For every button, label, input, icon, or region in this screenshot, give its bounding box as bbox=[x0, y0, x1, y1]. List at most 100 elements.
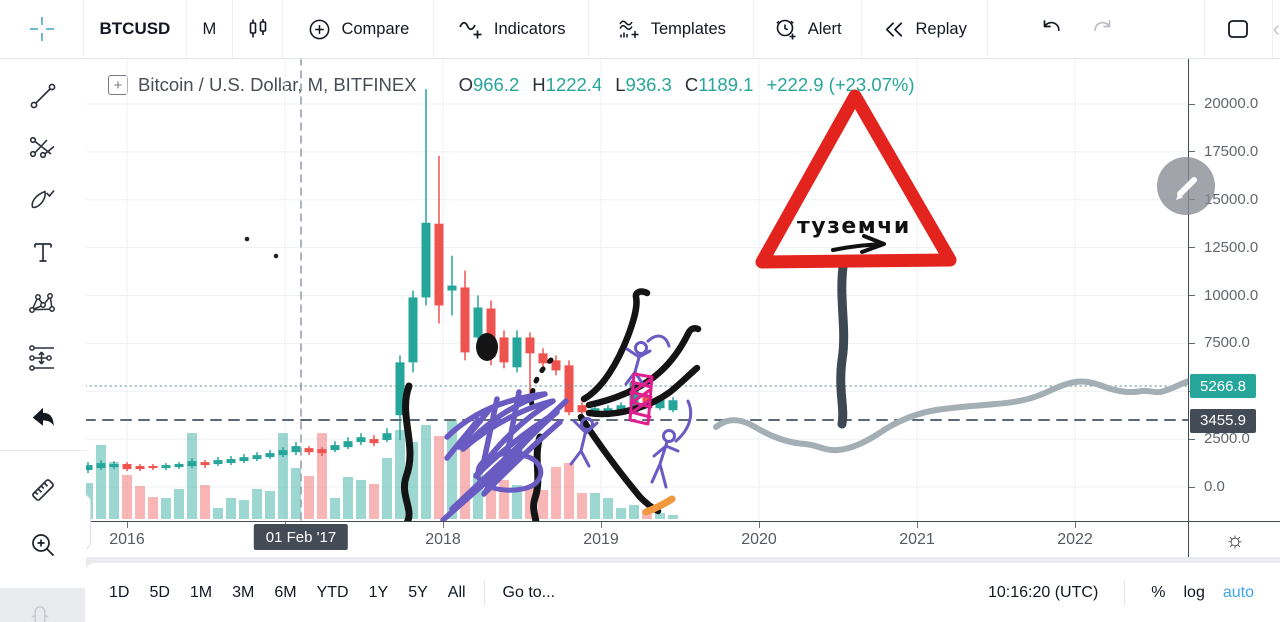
arrow-back-icon bbox=[32, 407, 54, 426]
alert-clock-icon bbox=[775, 19, 796, 40]
symbol-button[interactable]: BTCUSD bbox=[84, 0, 187, 58]
price-tick-label: 7500.0 bbox=[1204, 334, 1250, 352]
templates-wave-icon bbox=[619, 20, 639, 38]
alert-button[interactable]: Alert bbox=[753, 0, 862, 58]
close-value: 1189.1 bbox=[698, 74, 754, 95]
price-tick-label: 0.0 bbox=[1204, 478, 1225, 495]
low-value: 936.3 bbox=[625, 74, 672, 95]
magnet-tool-button[interactable] bbox=[22, 602, 58, 622]
time-axis[interactable]: 2016 2018 2019 2020 2021 2022 01 Feb '17 bbox=[85, 521, 1188, 557]
templates-label: Templates bbox=[650, 19, 726, 38]
time-tick-label: 2016 bbox=[109, 531, 145, 548]
compare-label: Compare bbox=[341, 19, 410, 38]
replay-button[interactable]: Replay bbox=[861, 0, 988, 58]
range-button-5y[interactable]: 5Y bbox=[398, 578, 438, 608]
layout-square-icon bbox=[1228, 20, 1249, 38]
crosshair-date-badge: 01 Feb '17 bbox=[253, 524, 349, 550]
price-tick-mark bbox=[1189, 295, 1195, 296]
time-tick-label: 2018 bbox=[425, 531, 461, 548]
chart-panel bbox=[85, 58, 1280, 556]
sun-settings-icon: ☼ bbox=[1224, 526, 1246, 552]
chart-style-button[interactable] bbox=[233, 0, 284, 58]
crosshair-tool-button[interactable] bbox=[0, 0, 85, 58]
price-tick-mark bbox=[1189, 342, 1195, 344]
interval-button[interactable]: M bbox=[186, 0, 234, 58]
chart-canvas[interactable]: туземчи bbox=[85, 58, 1188, 522]
brush-icon bbox=[31, 189, 55, 209]
compare-button[interactable]: Compare bbox=[283, 0, 435, 58]
range-button-1d[interactable]: 1D bbox=[99, 578, 139, 608]
templates-button[interactable]: Templates bbox=[589, 0, 754, 58]
price-tick-mark bbox=[1189, 438, 1195, 440]
range-button-ytd[interactable]: YTD bbox=[307, 578, 359, 608]
replay-rewind-icon bbox=[885, 21, 902, 37]
trend-line-tool-button[interactable] bbox=[0, 74, 86, 118]
xabcd-pattern-icon bbox=[29, 293, 55, 313]
compare-plus-icon bbox=[310, 19, 330, 39]
undo-button[interactable] bbox=[1040, 16, 1064, 43]
chart-legend: + Bitcoin / U.S. Dollar, M, BITFINEX O96… bbox=[108, 72, 915, 98]
range-button-6m[interactable]: 6M bbox=[264, 578, 306, 608]
price-tick-label: 10000.0 bbox=[1204, 286, 1259, 304]
bottom-toolbar: 1D 5D 1M 3M 6M YTD 1Y 5Y All Go to... 10:16:20 (… bbox=[85, 563, 1280, 622]
time-tick-label: 2021 bbox=[899, 531, 935, 548]
time-tick-mark bbox=[917, 522, 918, 528]
text-tool-button[interactable] bbox=[0, 231, 86, 275]
time-tick-mark bbox=[127, 522, 128, 528]
range-button-1m[interactable]: 1M bbox=[180, 578, 222, 608]
time-tick-label: 2020 bbox=[741, 531, 777, 548]
zoom-in-tool-button[interactable] bbox=[0, 523, 86, 567]
alert-label: Alert bbox=[807, 19, 842, 38]
symbol-label: BTCUSD bbox=[99, 19, 171, 38]
auto-scale-button[interactable]: auto bbox=[1222, 583, 1254, 601]
pattern-tool-button[interactable] bbox=[0, 283, 86, 327]
replay-label: Replay bbox=[915, 19, 967, 38]
axis-settings-button[interactable]: ☼ bbox=[1188, 521, 1280, 557]
price-tick-label: 2500.0 bbox=[1204, 430, 1250, 448]
current-price-badge: 5266.8 bbox=[1190, 374, 1256, 399]
forecast-measure-icon bbox=[29, 345, 54, 371]
brush-tool-button[interactable] bbox=[0, 178, 86, 222]
price-axis[interactable]: 20000.0 17500.0 15000.0 12500.0 10000.0 7500.… bbox=[1188, 58, 1280, 556]
gann-fibonacci-icon bbox=[29, 136, 55, 159]
time-tick-mark bbox=[759, 522, 760, 528]
footer-divider bbox=[483, 579, 485, 606]
goto-button[interactable]: Go to... bbox=[502, 583, 556, 601]
indicators-button[interactable]: Indicators bbox=[434, 0, 590, 58]
time-tick-label: 2019 bbox=[583, 531, 619, 548]
indicators-label: Indicators bbox=[493, 19, 566, 38]
candlestick-style-icon bbox=[249, 19, 267, 38]
range-button-3m[interactable]: 3M bbox=[222, 578, 264, 608]
ohlc-values: O966.2 H1222.4 L936.3 C1189.1 +222.9 (+2… bbox=[458, 74, 915, 95]
left-panel-gap bbox=[0, 588, 86, 622]
ruler-tool-button[interactable] bbox=[0, 468, 86, 512]
layout-button[interactable] bbox=[1204, 0, 1273, 58]
pencil-edit-icon bbox=[1176, 177, 1197, 200]
redo-button[interactable] bbox=[1090, 16, 1114, 43]
time-tick-label: 2022 bbox=[1057, 531, 1093, 548]
forecast-tool-button[interactable] bbox=[0, 336, 86, 380]
footer-divider bbox=[1124, 579, 1126, 606]
log-scale-button[interactable]: log bbox=[1183, 583, 1205, 601]
range-button-all[interactable]: All bbox=[438, 578, 476, 608]
svg-text:туземчи: туземчи bbox=[797, 214, 911, 239]
drawing-fab-button[interactable] bbox=[1157, 157, 1215, 215]
time-tick-mark bbox=[443, 522, 444, 528]
gann-fibonacci-tool-button[interactable] bbox=[0, 126, 86, 170]
range-button-5d[interactable]: 5D bbox=[139, 578, 179, 608]
percent-scale-button[interactable]: % bbox=[1151, 583, 1166, 601]
high-value: 1222.4 bbox=[545, 74, 603, 95]
price-tick-label: 17500.0 bbox=[1204, 142, 1259, 160]
toolbar-divider bbox=[0, 450, 86, 451]
undo-redo-group bbox=[987, 0, 1205, 58]
price-tick-mark bbox=[1189, 486, 1195, 488]
range-button-1y[interactable]: 1Y bbox=[359, 578, 399, 608]
open-value: 966.2 bbox=[472, 74, 520, 95]
arrow-back-tool-button[interactable] bbox=[0, 394, 86, 438]
price-tick-mark bbox=[1189, 247, 1195, 249]
crosshair-icon bbox=[29, 17, 54, 41]
chart-title: Bitcoin / U.S. Dollar, M, BITFINEX bbox=[138, 74, 417, 95]
clock-label[interactable]: 10:16:20 (UTC) bbox=[988, 583, 1099, 601]
toolbar-overflow-chevron[interactable]: ‹ bbox=[1272, 0, 1280, 58]
